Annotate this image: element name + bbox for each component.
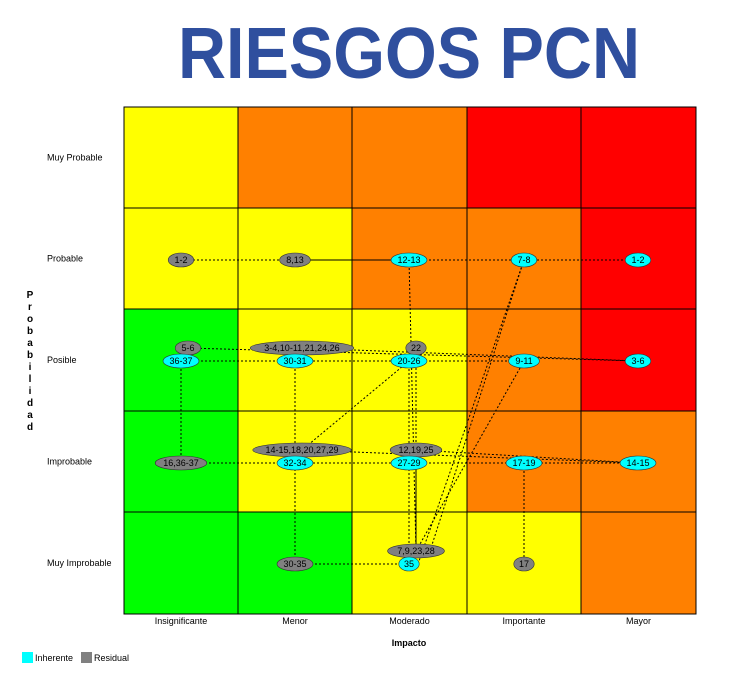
risk-marker <box>619 455 657 471</box>
risk-marker-label: 17-19 <box>512 458 535 468</box>
risk-marker <box>624 353 652 369</box>
legend-swatch <box>22 652 33 663</box>
cell <box>123 511 239 615</box>
risk-marker-label: 12-13 <box>397 255 420 265</box>
risk-marker <box>513 556 535 572</box>
risk-marker <box>390 252 428 268</box>
connector <box>417 259 525 565</box>
connector <box>429 259 525 552</box>
risk-marker <box>510 252 538 268</box>
column-label: Mayor <box>626 616 651 626</box>
risk-marker-label: 30-35 <box>283 559 306 569</box>
risk-marker <box>624 252 652 268</box>
risk-marker-label: 3-6 <box>631 356 644 366</box>
column-label: Insignificante <box>155 616 208 626</box>
risk-marker <box>154 455 208 471</box>
risk-marker <box>398 556 420 572</box>
row-label: Posible <box>47 355 77 365</box>
risk-marker-label: 20-26 <box>397 356 420 366</box>
legend-swatch <box>81 652 92 663</box>
risk-marker <box>387 543 445 559</box>
legend-label: Residual <box>94 653 129 663</box>
column-label: Moderado <box>389 616 430 626</box>
connector <box>415 449 639 464</box>
connector <box>415 360 525 552</box>
risk-marker-label: 12,19,25 <box>398 445 433 455</box>
cell <box>466 106 582 209</box>
risk-marker-label: 27-29 <box>397 458 420 468</box>
row-label: Improbable <box>47 457 92 467</box>
connector <box>301 360 410 451</box>
column-label: Importante <box>502 616 545 626</box>
risk-marker-label: 22 <box>411 343 421 353</box>
risk-marker-label: 9-11 <box>515 356 532 366</box>
row-label: Muy Improbable <box>47 558 112 568</box>
risk-marker-label: 8,13 <box>286 255 304 265</box>
risk-marker-label: 7,9,23,28 <box>397 546 435 556</box>
risk-marker-label: 1-2 <box>174 255 187 265</box>
risk-marker-label: 16,36-37 <box>163 458 199 468</box>
risk-marker <box>167 252 195 268</box>
cell <box>580 511 697 615</box>
row-label: Muy Probable <box>47 153 103 163</box>
risk-marker-label: 32-34 <box>283 458 306 468</box>
risk-marker <box>276 556 314 572</box>
cell <box>237 106 353 209</box>
risk-marker-label: 1-2 <box>631 255 644 265</box>
risk-marker <box>279 252 311 268</box>
cell <box>466 308 582 412</box>
cell <box>580 106 697 209</box>
risk-marker-label: 36-37 <box>169 356 192 366</box>
markers: 1-2 8,13 12-13 7-8 1-2 5-6 36-37 3-4,10-11,21,2… <box>154 252 657 572</box>
x-axis-label: Impacto <box>392 638 427 648</box>
legend-label: Inherente <box>35 653 73 663</box>
risk-marker <box>162 353 200 369</box>
title: RIESGOS PCN <box>178 14 640 94</box>
risk-marker <box>505 455 543 471</box>
risk-marker <box>390 353 428 369</box>
cell <box>351 106 468 209</box>
risk-marker-label: 7-8 <box>517 255 530 265</box>
risk-marker-label: 3-4,10-11,21,24,26 <box>264 343 339 353</box>
risk-marker <box>276 353 314 369</box>
risk-marker-label: 5-6 <box>181 343 194 353</box>
connector <box>408 259 417 552</box>
risk-marker-label: 35 <box>404 559 414 569</box>
row-label: Probable <box>47 254 83 264</box>
connector <box>301 347 639 362</box>
risk-marker <box>276 455 314 471</box>
cells <box>123 106 697 615</box>
risk-marker-label: 30-31 <box>283 356 306 366</box>
labels: Muy Probable Probable Posible Improbable Muy… <box>47 153 651 627</box>
y-axis-label: Probabilidad <box>25 290 36 434</box>
risk-marker <box>508 353 540 369</box>
cell <box>123 106 239 209</box>
risk-marker-label: 14-15 <box>626 458 649 468</box>
risk-marker-label: 17 <box>519 559 529 569</box>
risk-marker <box>390 455 428 471</box>
column-label: Menor <box>282 616 308 626</box>
risk-marker-label: 14-15,18,20,27,29 <box>265 445 338 455</box>
